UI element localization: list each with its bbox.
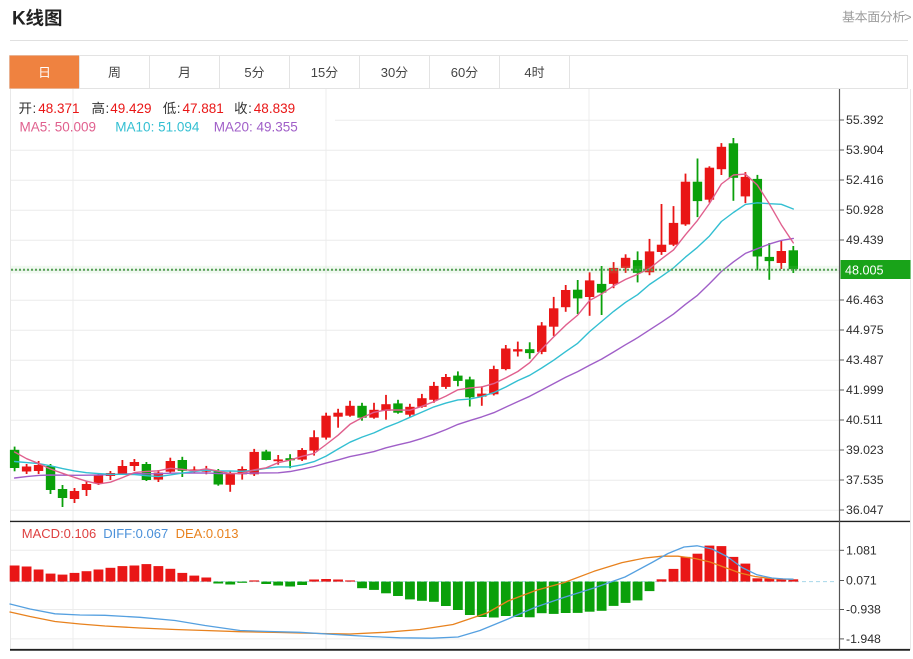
svg-text:-1.948: -1.948 <box>846 632 881 646</box>
svg-text::: : <box>177 101 181 116</box>
svg-text:39.023: 39.023 <box>846 443 884 457</box>
svg-text:0.071: 0.071 <box>846 574 877 588</box>
svg-text:36.047: 36.047 <box>846 503 884 517</box>
svg-text:55.392: 55.392 <box>846 113 884 127</box>
svg-text:46.463: 46.463 <box>846 293 884 307</box>
svg-text::: : <box>106 101 110 116</box>
svg-text:DIFF:0.067: DIFF:0.067 <box>103 526 168 541</box>
svg-text:40.511: 40.511 <box>846 413 883 427</box>
svg-text:48.005: 48.005 <box>845 263 884 277</box>
svg-text:MA10: 51.094: MA10: 51.094 <box>115 120 200 135</box>
svg-text:MA5: 50.009: MA5: 50.009 <box>20 120 97 135</box>
svg-text:>: > <box>904 10 912 25</box>
svg-text:37.535: 37.535 <box>846 473 884 487</box>
svg-text:DEA:0.013: DEA:0.013 <box>176 526 239 541</box>
svg-text:50.928: 50.928 <box>846 203 884 217</box>
svg-text:41.999: 41.999 <box>846 383 884 397</box>
svg-text:K: K <box>12 9 26 30</box>
svg-text:44.975: 44.975 <box>846 323 884 337</box>
svg-text:4: 4 <box>524 65 531 80</box>
svg-text:49.439: 49.439 <box>846 233 884 247</box>
svg-text:MA20: 49.355: MA20: 49.355 <box>214 120 298 135</box>
svg-text:5: 5 <box>244 65 251 80</box>
svg-text:30: 30 <box>381 65 395 80</box>
svg-text:60: 60 <box>451 65 465 80</box>
svg-text:48.371: 48.371 <box>38 101 79 116</box>
svg-text:47.881: 47.881 <box>183 101 224 116</box>
svg-text::: : <box>33 101 37 116</box>
svg-text:43.487: 43.487 <box>846 353 884 367</box>
svg-text:52.416: 52.416 <box>846 173 884 187</box>
svg-text:48.839: 48.839 <box>254 101 295 116</box>
svg-text:-0.938: -0.938 <box>846 603 881 617</box>
svg-text:15: 15 <box>311 65 325 80</box>
svg-text:MACD:0.106: MACD:0.106 <box>22 526 96 541</box>
svg-text:49.429: 49.429 <box>110 101 151 116</box>
svg-text:1.081: 1.081 <box>846 544 877 558</box>
svg-text::: : <box>248 101 252 116</box>
svg-text:53.904: 53.904 <box>846 143 884 157</box>
